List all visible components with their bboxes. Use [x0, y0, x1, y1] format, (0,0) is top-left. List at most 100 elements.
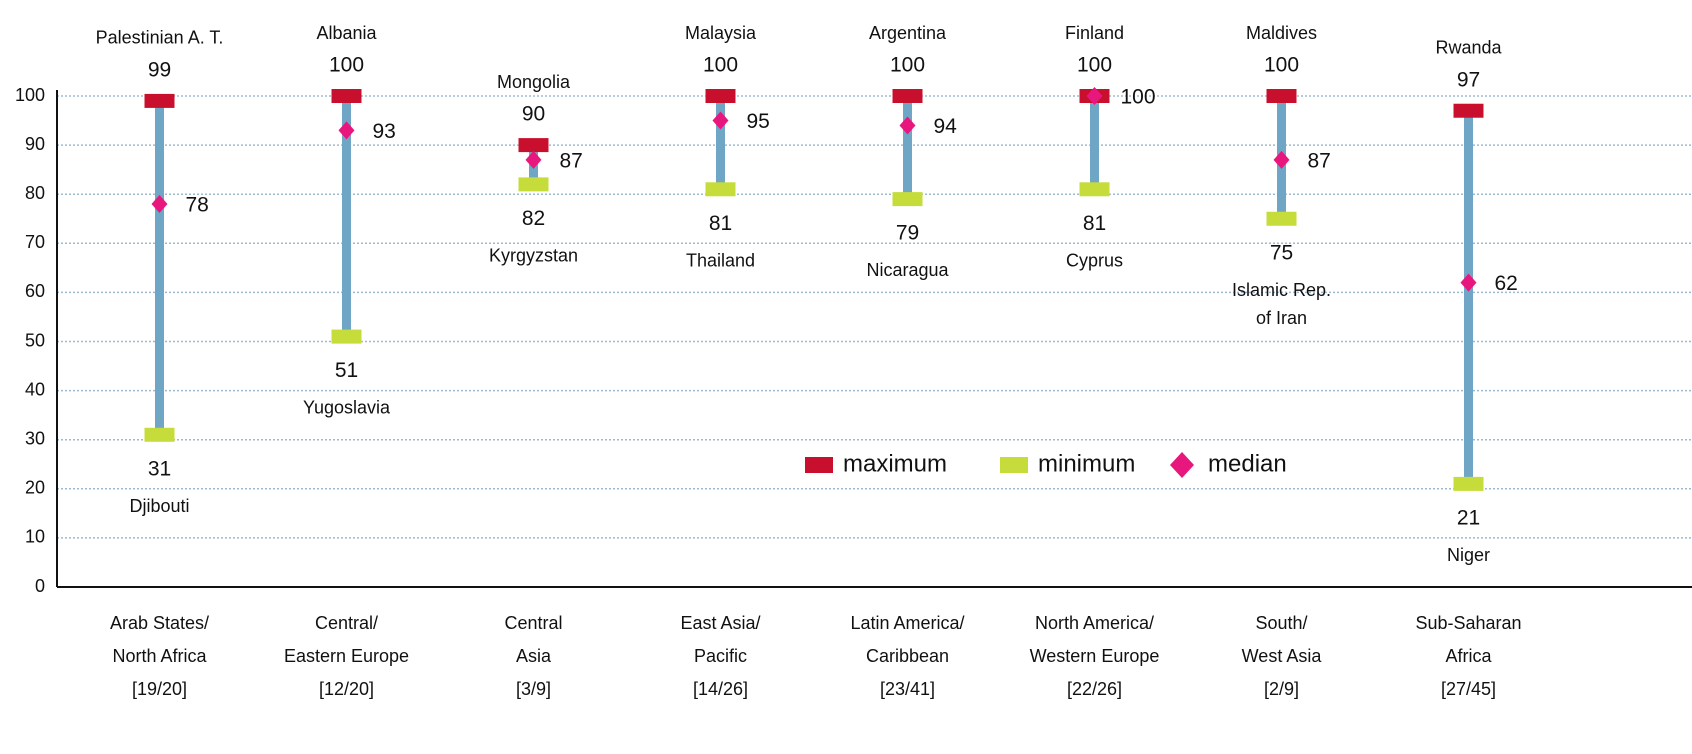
minimum-country: Nicaragua — [866, 260, 949, 280]
range-bar — [1090, 96, 1099, 190]
legend-swatch — [1000, 457, 1028, 473]
x-tick-label-line: Central — [504, 613, 562, 633]
maximum-label: 90 — [522, 103, 545, 126]
maximum-label: 100 — [1264, 54, 1299, 77]
median-marker — [525, 150, 542, 169]
y-tick-label: 100 — [15, 85, 45, 105]
minimum-country: Yugoslavia — [303, 397, 391, 417]
median-marker — [1273, 150, 1290, 169]
median-label: 93 — [373, 120, 396, 143]
maximum-marker — [518, 138, 549, 153]
x-tick-label-line: Pacific — [694, 646, 747, 666]
y-tick-label: 30 — [25, 428, 45, 448]
minimum-marker — [705, 182, 736, 197]
range-bar — [903, 96, 912, 200]
median-marker — [712, 111, 729, 130]
legend-label: median — [1208, 450, 1287, 477]
x-tick-label-line: Caribbean — [866, 646, 949, 666]
range-bar — [342, 96, 351, 337]
maximum-country: Albania — [316, 23, 377, 43]
x-tick-label-line: [19/20] — [132, 679, 187, 699]
y-tick-label: 40 — [25, 379, 45, 399]
x-tick-label-line: [22/26] — [1067, 679, 1122, 699]
x-tick-label-line: Sub-Saharan — [1415, 613, 1521, 633]
median-marker — [1460, 273, 1477, 292]
x-tick-label-line: [12/20] — [319, 679, 374, 699]
minimum-marker — [892, 192, 923, 207]
minimum-label: 75 — [1270, 241, 1293, 264]
minimum-country-line: Djibouti — [129, 496, 189, 516]
legend-swatch — [1170, 452, 1194, 478]
x-tick-label-line: Latin America/ — [850, 613, 964, 633]
legend-swatch — [805, 457, 833, 473]
x-tick-label-line: [3/9] — [516, 679, 551, 699]
median-label: 94 — [934, 115, 958, 138]
maximum-label: 100 — [329, 54, 364, 77]
minimum-marker — [1266, 211, 1297, 226]
x-tick-label-line: Central/ — [315, 613, 378, 633]
legend-label: maximum — [843, 450, 947, 477]
y-tick-label: 10 — [25, 527, 45, 547]
maximum-country: Mongolia — [497, 72, 571, 92]
median-label: 78 — [186, 194, 209, 217]
x-tick-label: East Asia/Pacific [14/26] — [680, 613, 760, 699]
x-tick-label: North America/Western Europe [22/26] — [1030, 613, 1160, 699]
x-tick-label-line: South/ — [1255, 613, 1307, 633]
y-tick-label: 0 — [35, 576, 45, 596]
median-label: 87 — [560, 149, 583, 172]
maximum-marker — [705, 89, 736, 103]
x-tick-label-line: North Africa — [112, 646, 207, 666]
maximum-marker — [144, 93, 175, 108]
x-tick-label: Sub-Saharan Africa [27/45] — [1415, 613, 1521, 699]
y-tick-label: 20 — [25, 478, 45, 498]
median-label: 87 — [1308, 149, 1331, 172]
x-tick-label: South/West Asia [2/9] — [1242, 613, 1323, 699]
range-bar — [716, 96, 725, 190]
x-tick-label-line: [23/41] — [880, 679, 935, 699]
x-tick-label-line: West Asia — [1242, 646, 1323, 666]
maximum-label: 100 — [1077, 54, 1112, 77]
x-tick-label: Arab States/North Africa [19/20] — [110, 613, 209, 699]
minimum-marker — [518, 177, 549, 192]
median-marker — [899, 116, 916, 135]
minimum-country: Niger — [1447, 545, 1490, 565]
legend-label: minimum — [1038, 450, 1135, 477]
x-tick-label-line: [27/45] — [1441, 679, 1496, 699]
minimum-country: Kyrgyzstan — [489, 245, 578, 265]
median-marker — [1086, 87, 1103, 105]
y-tick-label: 50 — [25, 330, 45, 350]
x-tick-label-line: Arab States/ — [110, 613, 209, 633]
range-bar — [155, 100, 164, 435]
minimum-country-line: Niger — [1447, 545, 1490, 565]
minimum-marker — [1079, 182, 1110, 197]
x-tick-label-line: Eastern Europe — [284, 646, 409, 666]
maximum-label: 100 — [890, 54, 925, 77]
minimum-label: 51 — [335, 359, 358, 382]
x-tick-label: Central Asia [3/9] — [504, 613, 562, 699]
minimum-marker — [1453, 476, 1484, 491]
maximum-country: Palestinian A. T. — [96, 28, 224, 48]
maximum-marker — [892, 89, 923, 103]
maximum-marker — [1266, 89, 1297, 103]
minimum-marker — [144, 427, 175, 442]
median-marker — [338, 121, 355, 140]
minimum-label: 31 — [148, 457, 171, 480]
y-tick-label: 80 — [25, 183, 45, 203]
maximum-country: Argentina — [869, 23, 947, 43]
minimum-country-line: Islamic Rep. — [1232, 280, 1331, 300]
minimum-label: 79 — [896, 222, 919, 245]
minimum-country-line: Thailand — [686, 250, 755, 270]
y-tick-label: 60 — [25, 281, 45, 301]
minimum-country: Islamic Rep. of Iran — [1232, 280, 1331, 328]
maximum-label: 97 — [1457, 68, 1480, 91]
minimum-country: Cyprus — [1066, 250, 1123, 270]
minimum-label: 81 — [1083, 212, 1106, 235]
x-tick-label-line: Western Europe — [1030, 646, 1160, 666]
maximum-label: 100 — [703, 54, 738, 77]
x-tick-label-line: East Asia/ — [680, 613, 760, 633]
x-tick-label: Latin America/Caribbean [23/41] — [850, 613, 964, 699]
minimum-country-line: of Iran — [1256, 308, 1307, 328]
median-label: 95 — [747, 110, 770, 133]
minimum-country-line: Cyprus — [1066, 250, 1123, 270]
